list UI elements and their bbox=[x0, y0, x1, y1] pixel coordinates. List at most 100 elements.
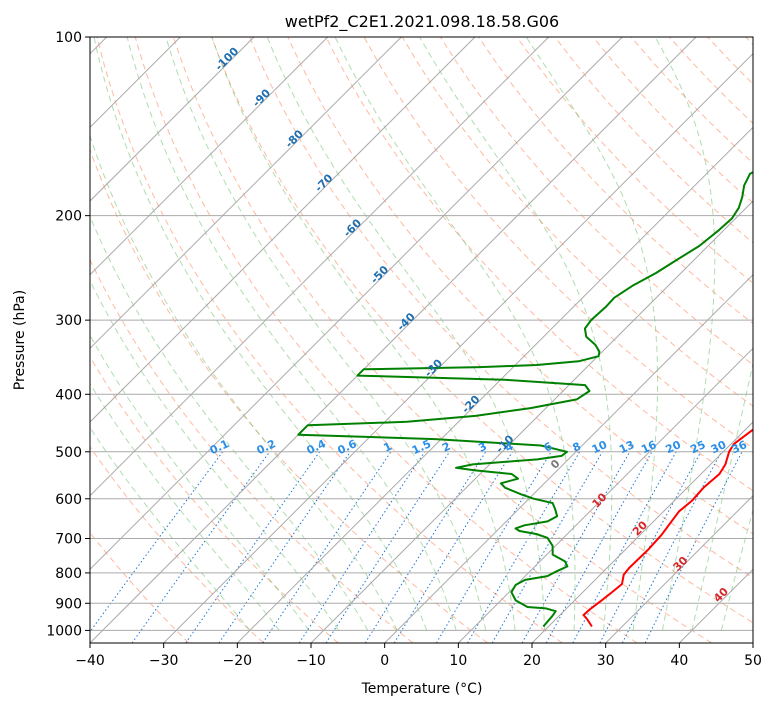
x-tick-label: 30 bbox=[597, 653, 615, 669]
temperature-line bbox=[582, 428, 753, 628]
mixing-ratio-label: 1.5 bbox=[410, 437, 433, 457]
mixing-ratio-line bbox=[572, 451, 677, 643]
mixing-ratio-line bbox=[185, 451, 321, 643]
moist-adiabat-line bbox=[126, 37, 457, 631]
mixing-ratio-line bbox=[364, 451, 487, 643]
isotherm-line bbox=[236, 126, 753, 643]
mixing-ratio-label: 25 bbox=[688, 438, 707, 456]
moist-adiabat-line bbox=[419, 37, 613, 631]
isotherm-line bbox=[605, 494, 753, 643]
moist-adiabat-line bbox=[90, 426, 251, 631]
dry-adiabat-line bbox=[249, 37, 753, 579]
isotherm-line bbox=[752, 642, 753, 643]
dry-adiabat-line bbox=[478, 37, 753, 325]
isotherm-label: -30 bbox=[422, 356, 445, 379]
mixing-ratio-label: 30 bbox=[709, 438, 729, 456]
moist-adiabat-line bbox=[90, 215, 369, 631]
chart-title: wetPf2_C2E1.2021.098.18.58.G06 bbox=[285, 12, 559, 32]
isotherm-line bbox=[90, 37, 255, 202]
x-tick-label: 50 bbox=[744, 653, 762, 669]
dry-adiabat-line bbox=[287, 37, 753, 535]
dry-adiabat-line bbox=[134, 37, 638, 643]
profile-lines bbox=[297, 171, 753, 628]
x-tick-label: 10 bbox=[449, 653, 467, 669]
y-axis-label: Pressure (hPa) bbox=[12, 290, 28, 390]
mixing-ratio-label: 0.6 bbox=[336, 437, 359, 457]
mixing-ratio-line bbox=[131, 451, 271, 643]
mixing-ratio-line bbox=[298, 451, 426, 643]
moist-adiabat-line bbox=[720, 508, 753, 631]
dry-adiabat-line bbox=[90, 258, 414, 643]
mixing-ratio-label: 13 bbox=[617, 438, 636, 456]
height-label: 10 bbox=[590, 490, 610, 510]
mixing-ratio-line bbox=[262, 451, 392, 643]
background-lines bbox=[90, 37, 753, 643]
moist-adiabat-line bbox=[266, 37, 546, 631]
y-tick-label: 200 bbox=[55, 209, 82, 225]
isotherm-line bbox=[163, 52, 753, 643]
moist-adiabat-line bbox=[525, 37, 659, 631]
mixing-ratio-label: 0.1 bbox=[208, 437, 231, 457]
dry-adiabat-line bbox=[90, 148, 488, 643]
mixing-ratio-line bbox=[521, 451, 631, 643]
dry-adiabat-line bbox=[90, 445, 264, 643]
dry-adiabat-line bbox=[439, 37, 753, 366]
line-labels: -100-90-80-70-60-50-40-30-20-100.1 0.2 0.4… bbox=[208, 45, 750, 605]
y-tick-label: 100 bbox=[55, 30, 82, 46]
x-tick-label: −30 bbox=[149, 653, 179, 669]
x-tick-label: −20 bbox=[223, 653, 253, 669]
moist-adiabat-line bbox=[165, 37, 487, 631]
mixing-ratio-line bbox=[90, 451, 224, 633]
x-tick-label: 0 bbox=[380, 653, 389, 669]
isotherm-line bbox=[384, 273, 753, 643]
dry-adiabat-line bbox=[211, 37, 753, 624]
y-tick-label: 700 bbox=[55, 532, 82, 548]
moist-adiabat-line bbox=[211, 37, 516, 631]
mixing-ratio-label: 1 bbox=[382, 440, 394, 455]
isotherm-label: -100 bbox=[213, 45, 242, 74]
moist-adiabat-line bbox=[654, 37, 716, 631]
y-tick-label: 600 bbox=[55, 492, 82, 508]
moist-adiabat-line bbox=[334, 37, 576, 631]
dry-adiabat-line bbox=[325, 37, 753, 492]
x-tick-label: −40 bbox=[75, 653, 105, 669]
x-tick-label: 40 bbox=[670, 653, 688, 669]
dry-adiabat-line bbox=[516, 37, 753, 284]
y-tick-label: 400 bbox=[55, 387, 82, 403]
mixing-ratio-label: 10 bbox=[590, 438, 610, 456]
mixing-ratio-label: 16 bbox=[639, 438, 659, 456]
x-tick-label: 20 bbox=[523, 653, 541, 669]
moist-adiabat-line bbox=[90, 279, 339, 631]
mixing-ratio-line bbox=[218, 451, 351, 643]
isotherm-label: -50 bbox=[368, 263, 391, 286]
isotherm-line bbox=[457, 347, 753, 643]
x-axis-label: Temperature (°C) bbox=[361, 681, 483, 697]
isotherm-label: -20 bbox=[459, 393, 482, 416]
moist-adiabat-line bbox=[691, 361, 753, 631]
isotherm-line bbox=[678, 568, 753, 643]
dry-adiabat-line bbox=[669, 37, 753, 125]
isotherm-label: -80 bbox=[283, 127, 306, 150]
y-tick-label: 300 bbox=[55, 313, 82, 329]
isotherm-line bbox=[90, 37, 550, 497]
x-tick-label: −10 bbox=[296, 653, 326, 669]
moist-adiabat-line bbox=[90, 334, 310, 631]
mixing-ratio-label: 6 bbox=[542, 440, 555, 455]
dry-adiabat-line bbox=[90, 355, 339, 643]
isotherm-line bbox=[90, 37, 476, 423]
isotherm-line bbox=[90, 37, 329, 276]
y-tick-label: 800 bbox=[55, 566, 82, 582]
isotherm-label: -40 bbox=[395, 310, 418, 333]
isotherm-line bbox=[90, 37, 623, 571]
mixing-ratio-label: 2 bbox=[440, 440, 452, 455]
plot-frame bbox=[89, 36, 754, 644]
mixing-ratio-label: 36 bbox=[730, 438, 750, 456]
mixing-ratio-line bbox=[545, 451, 653, 643]
isotherm-label: -60 bbox=[341, 216, 364, 239]
y-tick-label: 500 bbox=[55, 445, 82, 461]
dry-adiabat-line bbox=[90, 531, 190, 643]
isotherm-line bbox=[531, 421, 753, 643]
isotherm-line bbox=[310, 200, 753, 643]
